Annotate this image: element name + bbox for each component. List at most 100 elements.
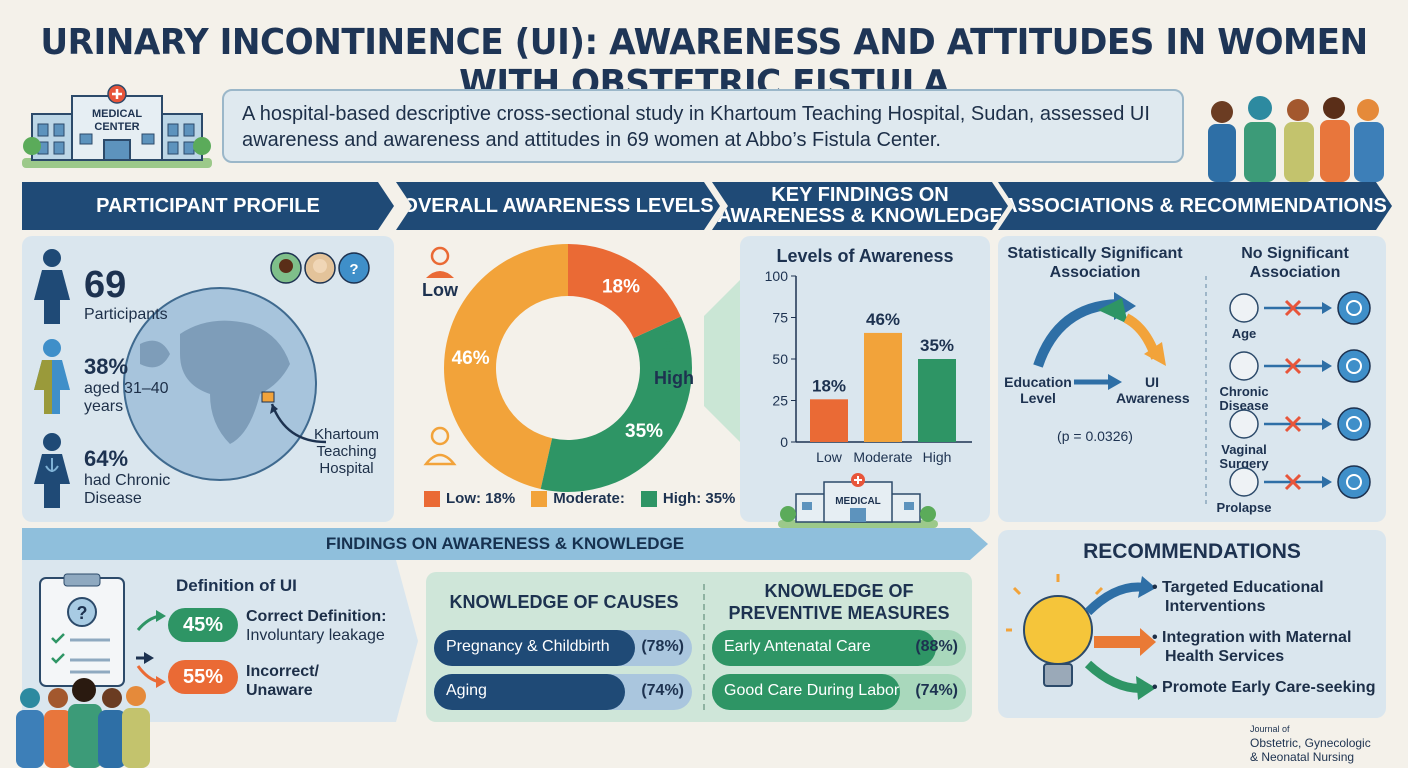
profile-graphics: ? (34, 249, 370, 508)
age-label: aged 31–40 years (84, 380, 169, 416)
legend-swatch (640, 490, 657, 507)
journal-line3: & Neonatal Nursing (1250, 750, 1355, 764)
legend-label: Moderate: (553, 490, 625, 507)
significant-title: Statistically Significant Association (1004, 244, 1186, 282)
legend-item: Moderate: (531, 490, 625, 507)
legend-item: High: 35% (640, 490, 736, 507)
donut-slice-moderate (444, 244, 568, 489)
incorrect-percent-badge: 55% (168, 660, 238, 694)
woman-low-icon (426, 246, 454, 278)
legend-item: Low: 18% (424, 490, 515, 507)
x-tick-label: High (923, 449, 952, 465)
age-label-line2: years (84, 398, 124, 415)
bar-data-label: 35% (920, 336, 954, 355)
heart-pulse-icon (1229, 351, 1259, 381)
recommendation-line1: • Targeted Educational (1152, 579, 1324, 596)
knowledge-bar-label: Early Antenatal Care (724, 638, 871, 655)
bar-chart-title: Levels of Awareness (776, 246, 954, 266)
banner-key-findings-line1: KEY FINDINGS ON (771, 184, 949, 206)
significant-title-line2: Association (1049, 264, 1141, 281)
recommendation-line2: Interventions (1165, 598, 1266, 615)
knowledge-bar-label: Good Care During Labor (724, 682, 900, 699)
p-value: (p = 0.0326) (1057, 428, 1133, 444)
brain-head-icon (1337, 349, 1371, 383)
knowledge-bar-label: Pregnancy & Childbirth (446, 638, 610, 655)
woman-chronic-icon (34, 433, 70, 508)
brain-head-icon (1337, 291, 1371, 325)
factor-label: Vaginal (1221, 442, 1267, 457)
x-tick-label: Moderate (853, 449, 912, 465)
correct-label-line1: Correct Definition: (246, 608, 387, 625)
recommendation-item: • Promote Early Care-seeking (1152, 678, 1375, 697)
recommendation-item: • Integration with Maternal Health Servic… (1152, 628, 1351, 666)
donut-label-high: 35% (625, 421, 663, 442)
map-label-line2: Teaching (316, 443, 377, 460)
banner-associations: ASSOCIATIONS & RECOMMENDATIONS (998, 182, 1392, 230)
preventive-title: KNOWLEDGE OF PREVENTIVE MEASURES (712, 580, 966, 624)
knowledge-bar: Aging (74%) (434, 674, 692, 710)
chronic-percent: 64% (84, 446, 129, 471)
participants-count: 69 (84, 264, 127, 306)
woman-icon (34, 249, 70, 324)
brain-head-icon (1337, 465, 1371, 499)
donut-low-label: Low (422, 280, 458, 300)
calendar-icon (1229, 293, 1259, 323)
head-question-icon (338, 252, 370, 284)
women-group-illustration (16, 678, 150, 768)
age-label-line1: aged 31–40 (84, 380, 169, 397)
knowledge-divider (703, 584, 705, 710)
definition-title: Definition of UI (176, 576, 297, 595)
ui-awareness-line1: UI (1145, 374, 1159, 390)
medical-sign: MEDICAL (835, 496, 881, 507)
women-group-illustration (1208, 96, 1384, 182)
journal-credit: Journal of Obstetric, Gynecologic & Neon… (1250, 722, 1371, 764)
woman-moderate-icon (423, 426, 457, 466)
donut-slice-high (540, 316, 692, 492)
no-significant-title-line1: No Significant (1241, 245, 1349, 262)
map-label-line1: Khartoum (314, 426, 380, 443)
donut-label-moderate: 46% (452, 348, 490, 369)
donut-legend: Low: 18% Moderate: High: 35% (424, 490, 735, 507)
recommendation-line2: Health Services (1165, 648, 1285, 665)
cross-icon (1284, 299, 1302, 317)
clipboard-icon (39, 577, 125, 687)
bar-data-label: 18% (812, 376, 846, 395)
svg-text:?: ? (349, 261, 358, 278)
awareness-donut-chart: 18% 35% 46% (423, 244, 692, 492)
factor-label-line2: Disease (1219, 398, 1268, 413)
correct-label-line2: Involuntary leakage (246, 627, 385, 644)
knowledge-bar-label: Aging (446, 682, 487, 699)
preventive-title-line1: KNOWLEDGE OF (764, 581, 914, 601)
factor-label-line2: Surgery (1219, 456, 1269, 471)
uterus-icon (1229, 409, 1259, 439)
banner-findings: FINDINGS ON AWARENESS & KNOWLEDGE (22, 528, 988, 560)
knowledge-bar-percent: (78%) (641, 638, 684, 655)
incorrect-label-line1: Incorrect/ (246, 663, 319, 680)
callout-wedge (704, 276, 744, 446)
map-location-label: Khartoum Teaching Hospital (314, 426, 379, 477)
y-tick-label: 75 (772, 310, 788, 326)
legend-label: High: 35% (662, 490, 736, 507)
recommendations-title: RECOMMENDATIONS (1083, 540, 1301, 563)
cross-icon (1284, 415, 1302, 433)
y-tick-label: 0 (780, 434, 788, 450)
cross-icon (1284, 473, 1302, 491)
bar-moderate (864, 332, 902, 442)
donut-slice-low (568, 244, 681, 339)
study-summary: A hospital-based descriptive cross-secti… (222, 89, 1184, 163)
recommendation-line1: • Promote Early Care-seeking (1152, 679, 1376, 696)
knowledge-bar-fill (712, 674, 900, 710)
pelvis-icon (1229, 467, 1259, 497)
medical-building-illustration: MEDICAL (778, 473, 938, 528)
cross-icon (1284, 357, 1302, 375)
factor-label: Age (1232, 326, 1257, 341)
causes-bars: Pregnancy & Childbirth (78%) Aging (74%) (434, 630, 692, 718)
knowledge-bar-percent: (74%) (641, 682, 684, 699)
no-significant-title-line2: Association (1249, 264, 1341, 281)
woman-age-icon (34, 339, 70, 414)
bar-low (810, 399, 848, 442)
factor-label: Prolapse (1217, 500, 1272, 515)
banner-key-findings: KEY FINDINGS ON AWARENESS & KNOWLEDGE (712, 182, 1008, 230)
woman-high-icon (656, 327, 680, 354)
